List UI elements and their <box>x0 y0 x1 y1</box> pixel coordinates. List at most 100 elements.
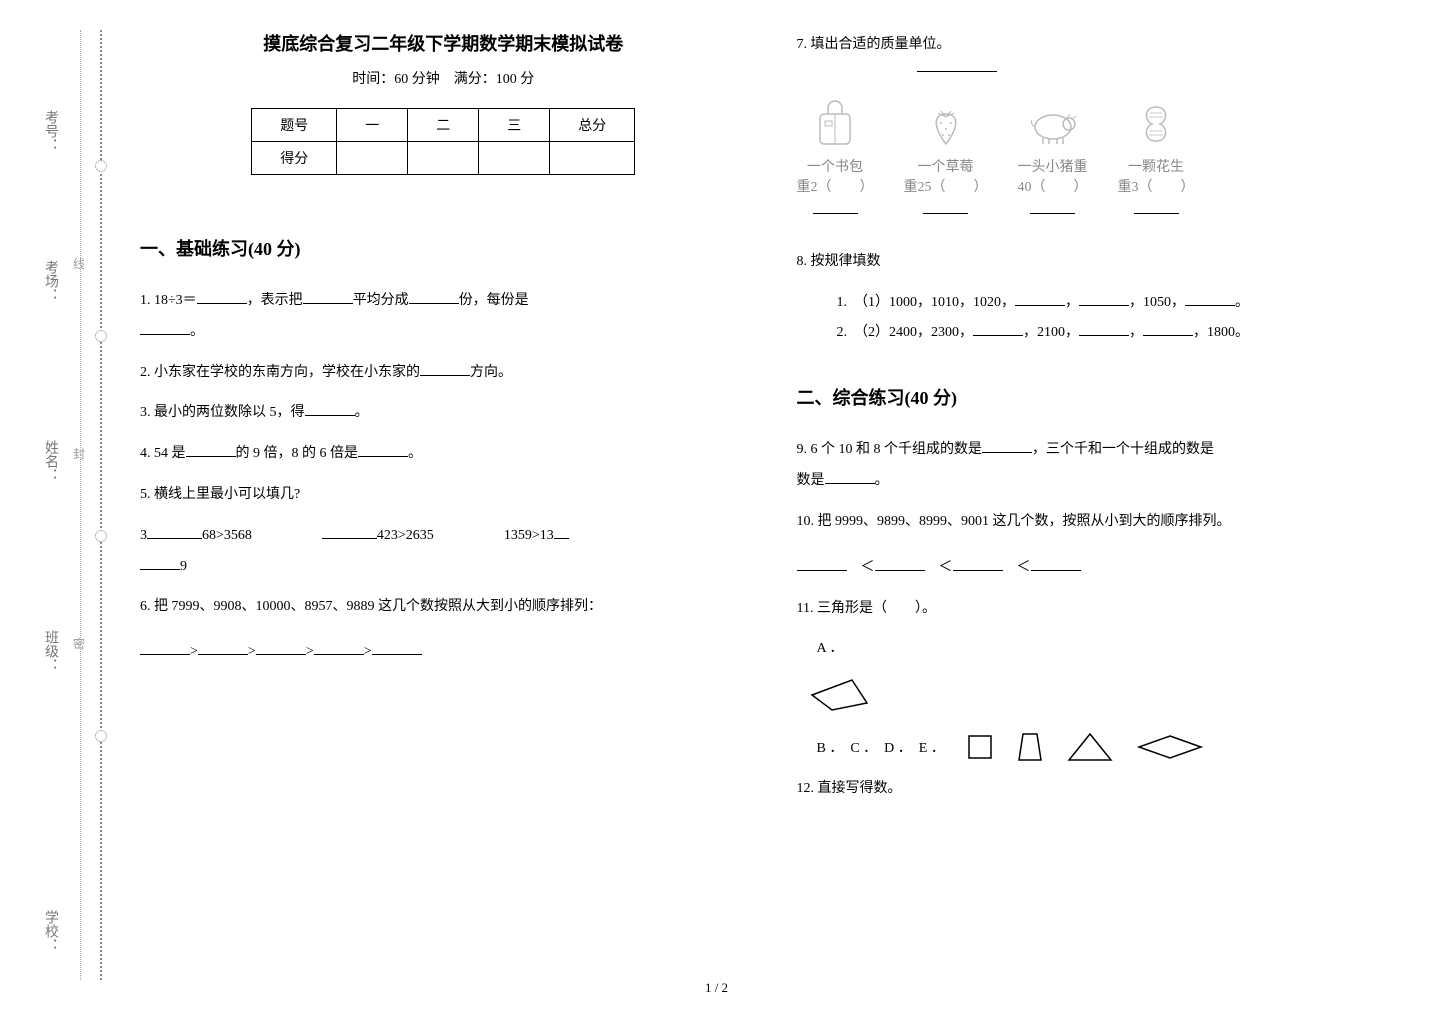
question-6: 6. 把 7999、9908、10000、8957、9889 这几个数按照从大到… <box>140 592 747 623</box>
question-4: 4. 54 是的 9 倍，8 的 6 倍是。 <box>140 439 747 470</box>
seal-char-mi: 密 <box>73 635 85 652</box>
score-cell: 二 <box>408 109 479 142</box>
score-cell <box>408 142 479 175</box>
q1-text: 份，每份是 <box>459 293 529 308</box>
question-3: 3. 最小的两位数除以 5，得。 <box>140 398 747 429</box>
q8-text: ，1050， <box>1129 295 1185 310</box>
q3-text: 3. 最小的两位数除以 5，得 <box>140 405 305 420</box>
mass-item-bag: 一个书包 重2（ ） <box>797 97 874 214</box>
mass-label: 一头小猪重 <box>1018 156 1088 176</box>
blank <box>140 641 190 655</box>
sidebar-label-name: 姓名： <box>40 440 60 482</box>
binding-sidebar: 考号： 考场： 姓名： 班级： 学校： 线 封 密 <box>0 0 120 1011</box>
q11-choices-text: B ． C ． D ． E ． <box>797 737 945 757</box>
mass-label: 重3（ ） <box>1118 176 1195 196</box>
q9-text: 。 <box>875 473 889 488</box>
blank <box>554 525 569 539</box>
q1-text: 平均分成 <box>353 293 409 308</box>
lt: ＜ <box>939 560 953 575</box>
question-8-list: 1. （1）1000，1010，1020，，，1050，。 2. （2）2400… <box>797 288 1404 350</box>
q9-text: 数是 <box>797 473 825 488</box>
circle-marker <box>95 160 107 172</box>
strawberry-icon <box>918 97 973 152</box>
exam-title: 摸底综合复习二年级下学期数学期末模拟试卷 <box>140 30 747 56</box>
blank <box>825 470 875 484</box>
q2-text: 2. 小东家在学校的东南方向，学校在小东家的 <box>140 365 420 380</box>
blank <box>1143 322 1193 336</box>
blank <box>256 641 306 655</box>
mass-label: 一个草莓 <box>918 156 974 176</box>
triangle-icon <box>1065 730 1115 764</box>
score-cell: 三 <box>479 109 550 142</box>
question-9: 9. 6 个 10 和 8 个千组成的数是，三个千和一个十组成的数是数是。 <box>797 435 1404 497</box>
blank <box>420 362 470 376</box>
blank <box>797 557 847 571</box>
circle-marker <box>95 330 107 342</box>
blank <box>1079 292 1129 306</box>
lt: ＜ <box>1017 560 1031 575</box>
blank <box>982 439 1032 453</box>
score-cell <box>479 142 550 175</box>
question-12: 12. 直接写得数。 <box>797 774 1404 805</box>
q8-text: ， <box>1065 295 1079 310</box>
blank <box>1079 322 1129 336</box>
blank <box>303 290 353 304</box>
page-number: 1 / 2 <box>705 980 728 996</box>
blank <box>1185 292 1235 306</box>
score-cell: 总分 <box>550 109 635 142</box>
table-row: 得分 <box>252 142 635 175</box>
question-11: 11. 三角形是（ ）。 <box>797 594 1404 625</box>
q8-text: 。 <box>1235 295 1249 310</box>
q4-text: 4. 54 是 <box>140 446 186 461</box>
mass-label: 重25（ ） <box>904 176 988 196</box>
q5-text: 1359>13 <box>504 528 554 543</box>
blank <box>147 525 202 539</box>
sidebar-label-school: 学校： <box>40 910 60 952</box>
rhombus-icon <box>1135 732 1205 762</box>
sidebar-label-examno: 考号： <box>40 110 60 152</box>
score-cell <box>550 142 635 175</box>
q8-text: ，1800。 <box>1193 325 1249 340</box>
question-10-sort: ＜ ＜ ＜ <box>797 556 1404 576</box>
question-1: 1. 18÷3＝，表示把平均分成份，每份是。 <box>140 286 747 348</box>
seal-char-xian: 线 <box>73 255 85 272</box>
lt: ＜ <box>861 560 875 575</box>
score-cell: 得分 <box>252 142 337 175</box>
circle-marker <box>95 530 107 542</box>
blank <box>372 641 422 655</box>
seal-char-feng: 封 <box>73 445 85 462</box>
q8-text: ， <box>1129 325 1143 340</box>
blank <box>358 443 408 457</box>
binding-dotted-line <box>100 30 102 980</box>
question-6-sort: > > > > <box>140 641 747 660</box>
mass-label: 40（ ） <box>1018 176 1088 196</box>
gt: > <box>248 644 256 659</box>
left-column: 摸底综合复习二年级下学期数学期末模拟试卷 时间：60 分钟 满分：100 分 题… <box>140 30 747 981</box>
mass-label: 一颗花生 <box>1128 156 1184 176</box>
list-num: 2. <box>837 325 848 340</box>
gt: > <box>190 644 198 659</box>
mass-item-pig: 一头小猪重 40（ ） <box>1018 97 1088 214</box>
binding-dotted-line-inner <box>80 30 81 980</box>
blank <box>314 641 364 655</box>
question-8: 8. 按规律填数 <box>797 247 1404 278</box>
blank <box>953 557 1003 571</box>
right-column: 7. 填出合适的质量单位。 一个书包 重2（ ） 一个草莓 重25（ ） <box>797 30 1404 981</box>
blank <box>973 322 1023 336</box>
gt: > <box>306 644 314 659</box>
blank <box>322 525 377 539</box>
peanut-icon <box>1129 97 1184 152</box>
question-11-a-label: A ． <box>797 634 1404 665</box>
q8-text: （2）2400，2300， <box>861 325 973 340</box>
gt: > <box>364 644 372 659</box>
mass-item-strawberry: 一个草莓 重25（ ） <box>904 97 988 214</box>
list-item: 2. （2）2400，2300，，2100，，，1800。 <box>837 318 1404 349</box>
mass-underline <box>923 202 968 214</box>
q5-text: 68>3568 <box>202 528 252 543</box>
q5-text: 423>2635 <box>377 528 434 543</box>
mass-top-underline <box>917 71 997 72</box>
table-row: 题号 一 二 三 总分 <box>252 109 635 142</box>
list-item: 1. （1）1000，1010，1020，，，1050，。 <box>837 288 1404 319</box>
blank <box>409 290 459 304</box>
blank <box>875 557 925 571</box>
